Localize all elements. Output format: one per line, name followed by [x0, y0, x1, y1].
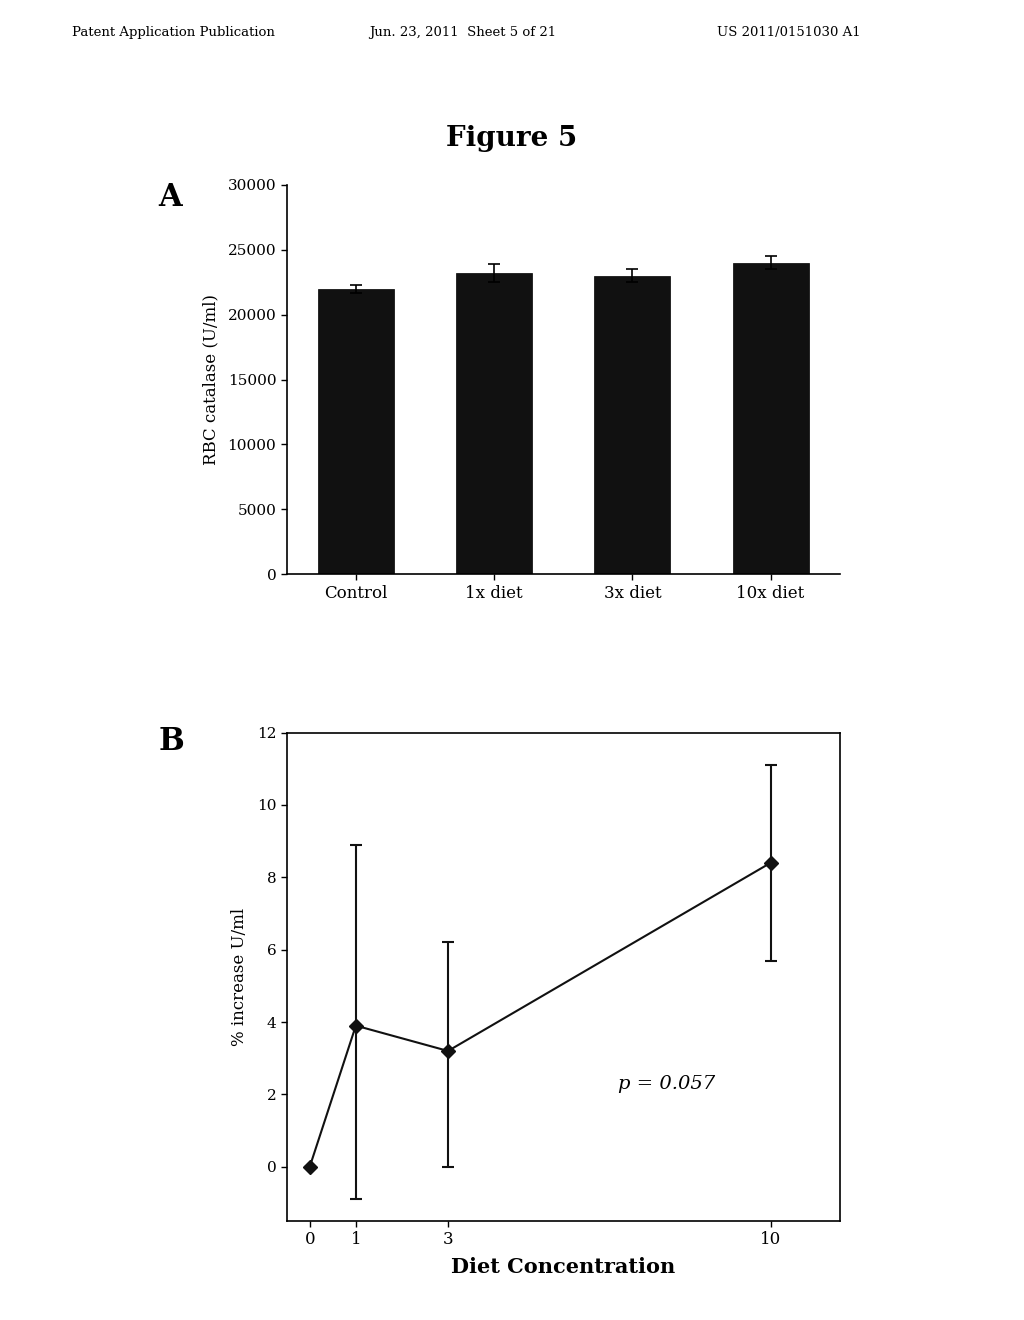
Bar — [317, 289, 394, 574]
Text: Patent Application Publication: Patent Application Publication — [72, 26, 274, 40]
Bar — [456, 273, 532, 574]
Y-axis label: % increase U/ml: % increase U/ml — [231, 908, 249, 1045]
Bar — [732, 263, 809, 574]
Text: US 2011/0151030 A1: US 2011/0151030 A1 — [717, 26, 860, 40]
Bar — [594, 276, 671, 574]
Text: Figure 5: Figure 5 — [446, 125, 578, 152]
Text: A: A — [159, 182, 182, 213]
X-axis label: Diet Concentration: Diet Concentration — [452, 1257, 675, 1276]
Text: Jun. 23, 2011  Sheet 5 of 21: Jun. 23, 2011 Sheet 5 of 21 — [369, 26, 556, 40]
Text: p = 0.057: p = 0.057 — [618, 1076, 716, 1093]
Y-axis label: RBC catalase (U/ml): RBC catalase (U/ml) — [202, 294, 219, 465]
Text: B: B — [159, 726, 184, 756]
